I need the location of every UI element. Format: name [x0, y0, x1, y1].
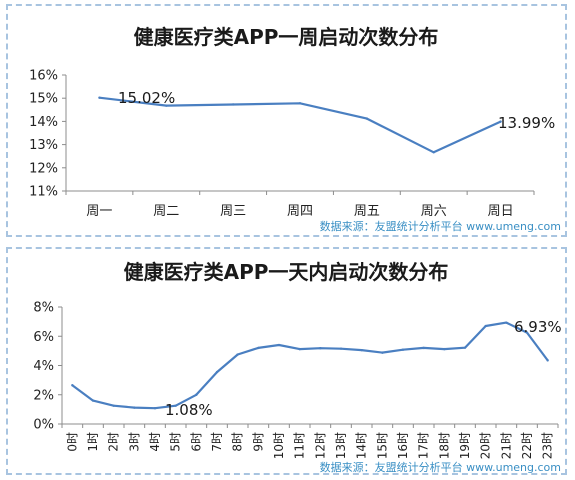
x-tick-label: 6时: [189, 432, 203, 452]
y-tick-label: 4%: [33, 359, 54, 374]
data-point: [153, 407, 157, 410]
data-point: [174, 404, 177, 407]
y-tick-label: 2%: [33, 388, 54, 403]
x-tick-label: 14时: [355, 432, 369, 459]
x-tick-label: 2时: [107, 432, 121, 452]
x-tick-label: 11时: [293, 432, 307, 459]
x-tick-label: 22时: [520, 432, 534, 459]
x-axis: 周一 周二 周三 周四 周五 周六 周日: [65, 190, 535, 219]
data-point: [195, 393, 198, 396]
y-axis: 16% 15% 14% 13% 12% 11%: [29, 69, 67, 200]
x-tick-label: 周四: [287, 204, 313, 219]
x-tick-label: 5时: [169, 432, 183, 452]
x-tick-label: 3时: [127, 432, 141, 452]
data-point: [505, 321, 508, 324]
data-point: [499, 120, 502, 123]
x-tick-label: 0时: [65, 432, 79, 452]
chart-title: 健康医疗类APP一周启动次数分布: [134, 25, 439, 49]
data-point: [98, 96, 101, 99]
y-tick-label: 11%: [29, 185, 58, 200]
data-point: [422, 346, 425, 350]
data-label-max: 6.93%: [514, 318, 562, 336]
data-point: [236, 353, 239, 356]
data-point: [257, 346, 260, 350]
x-tick-label: 周五: [354, 204, 380, 219]
data-point: [215, 370, 219, 374]
x-tick-label: 4时: [148, 432, 162, 452]
data-point: [432, 151, 435, 154]
y-tick-label: 16%: [29, 69, 58, 84]
x-tick-label: 7时: [210, 432, 224, 452]
x-tick-label: 1时: [86, 432, 100, 452]
x-tick-label: 12时: [313, 432, 327, 459]
data-label-last: 13.99%: [498, 114, 555, 132]
y-tick-label: 0%: [33, 418, 54, 433]
x-tick-label: 16时: [396, 432, 410, 459]
x-tick-label: 13时: [334, 432, 348, 459]
x-tick-label: 9时: [251, 432, 265, 452]
daily-chart: 健康医疗类APP一天内启动次数分布 8% 6% 4% 2% 0% 0时 1时 2时 3时 4时 5…: [33, 260, 562, 473]
x-tick-label: 周日: [488, 204, 514, 219]
x-tick-label: 15时: [375, 432, 389, 459]
data-point: [546, 359, 549, 362]
series-path: [71, 321, 549, 410]
data-point: [298, 102, 302, 105]
data-label-min: 1.08%: [165, 401, 213, 419]
x-tick-label: 周六: [421, 204, 447, 219]
y-axis: 8% 6% 4% 2% 0%: [33, 301, 63, 433]
data-point: [463, 346, 467, 349]
x-tick-label: 23时: [541, 432, 555, 459]
daily-chart-panel: 健康医疗类APP一天内启动次数分布 8% 6% 4% 2% 0% 0时 1时 2时 3时 4时 5…: [6, 247, 567, 475]
data-label-max: 15.02%: [118, 89, 175, 107]
data-point: [319, 347, 322, 350]
x-tick-label: 10时: [272, 432, 286, 459]
data-point: [443, 347, 446, 351]
data-point: [91, 399, 95, 402]
x-tick-label: 19时: [458, 432, 472, 459]
x-tick-label: 20时: [479, 432, 493, 459]
data-point: [484, 324, 487, 328]
x-tick-label: 周二: [153, 204, 179, 219]
y-tick-label: 6%: [33, 330, 54, 345]
weekly-chart-panel: 健康医疗类APP一周启动次数分布 16% 15% 14% 13% 12% 11% 周一 周二…: [6, 4, 567, 237]
data-point: [231, 103, 235, 106]
data-point: [365, 117, 369, 120]
data-point: [339, 347, 343, 350]
data-point: [401, 348, 405, 351]
data-point: [112, 404, 115, 407]
y-tick-label: 12%: [29, 161, 58, 176]
x-tick-label: 17时: [417, 432, 431, 459]
weekly-chart: 健康医疗类APP一周启动次数分布 16% 15% 14% 13% 12% 11% 周一 周二…: [29, 25, 561, 233]
y-tick-label: 13%: [29, 138, 58, 153]
series-line: [71, 321, 549, 410]
y-tick-label: 8%: [33, 301, 54, 316]
source-note: 数据来源：友盟统计分析平台 www.umeng.com: [320, 460, 561, 473]
x-tick-label: 21时: [499, 432, 513, 459]
data-point: [71, 384, 74, 387]
data-point: [525, 331, 529, 334]
series-line: [98, 96, 502, 154]
data-point: [133, 406, 136, 409]
x-tick-label: 8时: [231, 432, 245, 452]
data-point: [277, 343, 281, 347]
data-point: [381, 351, 384, 354]
data-point: [360, 348, 363, 352]
x-tick-label: 周三: [220, 204, 246, 219]
y-tick-label: 14%: [29, 115, 58, 130]
source-note: 数据来源：友盟统计分析平台 www.umeng.com: [320, 219, 561, 233]
data-point: [298, 347, 301, 351]
data-point: [165, 104, 168, 107]
x-tick-label: 周一: [86, 204, 112, 219]
chart-title: 健康医疗类APP一天内启动次数分布: [124, 260, 449, 284]
y-tick-label: 15%: [29, 92, 58, 107]
x-tick-label: 18时: [437, 432, 451, 459]
x-axis: 0时 1时 2时 3时 4时 5时 6时 7时 8时 9时 10时 11时 12时 13时 14时 15时 16…: [61, 423, 559, 459]
